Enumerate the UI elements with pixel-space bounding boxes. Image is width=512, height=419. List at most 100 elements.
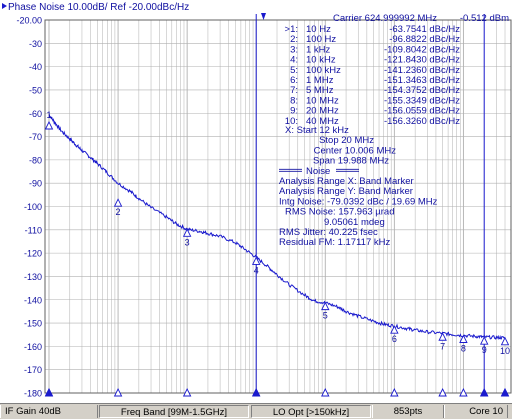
marker-row-value: -96.8822 dBc/Hz [389, 34, 460, 45]
info-line: Stop 20 MHz [319, 135, 374, 146]
marker-row-value: -141.2360 dBc/Hz [384, 65, 460, 76]
y-tick-label: -150 [24, 319, 42, 329]
marker-row-index: 2: [290, 34, 298, 45]
y-tick-label: -140 [24, 295, 42, 305]
bottom-marker [390, 387, 399, 397]
marker-row-index: 9: [290, 106, 298, 117]
trace-marker-label: 3 [185, 237, 190, 247]
marker-row-value: -156.0559 dBc/Hz [384, 106, 460, 117]
info-line: Noise [306, 166, 330, 177]
y-tick-label: -90 [29, 179, 42, 189]
info-line: 9.05061 mdeg [324, 217, 385, 228]
marker-row-index: 5: [290, 65, 298, 76]
marker-row-index: >1: [285, 24, 298, 35]
marker-row-value: -109.8042 dBc/Hz [384, 44, 460, 55]
y-tick-label: -160 [24, 342, 42, 352]
trace-marker [321, 301, 330, 311]
trace-marker-label: 2 [116, 207, 121, 217]
marker-row-frequency: 40 MHz [306, 116, 339, 127]
stop-marker-triangle [501, 388, 509, 396]
marker-row-frequency: 1 MHz [306, 75, 334, 86]
info-line: Intg Noise: -79.0392 dBc / 19.69 MHz [279, 196, 438, 207]
y-tick-label: -80 [29, 155, 42, 165]
status-core: Core 10 [444, 405, 508, 418]
status-lo-opt[interactable]: LO Opt [>150kHz] [251, 405, 371, 418]
marker-row-index: 6: [290, 75, 298, 86]
info-line: Analysis Range Y: Band Marker [279, 186, 413, 197]
band-marker-triangle [480, 388, 489, 396]
marker-row-frequency: 5 MHz [306, 85, 334, 96]
bottom-marker [459, 387, 468, 397]
info-line: Analysis Range X: Band Marker [279, 176, 414, 187]
bottom-marker [182, 387, 192, 397]
trace-marker-label: 1 [46, 110, 51, 120]
trace-marker [459, 334, 468, 343]
y-tick-label: -70 [29, 132, 42, 142]
marker-row-frequency: 100 Hz [306, 34, 336, 45]
info-line: Residual FM: 1.17117 kHz [279, 237, 390, 248]
marker-table: >1: 10 Hz -63.7541 dBc/Hz 2: 100 Hz -96.8822 … [285, 24, 461, 127]
marker-row-frequency: 20 MHz [306, 106, 339, 117]
info-line: X: Start 12 kHz [285, 125, 349, 136]
status-freq-band[interactable]: Freq Band [99M-1.5GHz] [99, 405, 249, 418]
header: Phase Noise 10.00dB/ Ref -20.00dBc/Hz Ca… [2, 2, 509, 24]
y-tick-label: -60 [29, 109, 42, 119]
bottom-marker [321, 387, 330, 397]
trace-marker [44, 120, 54, 130]
band-marker-triangle [252, 388, 261, 396]
marker-row-frequency: 1 kHz [306, 44, 331, 55]
trace-marker [479, 336, 489, 345]
info-line: RMS Jitter: 40.225 fsec [279, 227, 378, 238]
marker-row-frequency: 100 kHz [306, 65, 341, 76]
y-tick-label: -130 [24, 272, 42, 282]
y-tick-label: -30 [29, 39, 42, 49]
marker-row-value: -156.3260 dBc/Hz [384, 116, 460, 127]
trace-marker-label: 9 [482, 345, 487, 355]
phase-noise-trace [48, 114, 506, 340]
info-line: Span 19.988 MHz [313, 156, 389, 167]
marker-row-value: -121.8430 dBc/Hz [384, 55, 460, 66]
chart-title: Phase Noise 10.00dB/ Ref -20.00dBc/Hz [8, 2, 189, 13]
marker-row-index: 10: [285, 116, 298, 127]
trace-marker [390, 325, 399, 334]
info-line: RMS Noise: 157.963 µrad [285, 207, 395, 218]
y-tick-label: -120 [24, 249, 42, 259]
bottom-marker [113, 387, 123, 397]
y-tick-label: -180 [24, 389, 42, 399]
start-marker-triangle [45, 388, 53, 396]
bottom-marker [438, 387, 447, 397]
trace-marker [438, 332, 447, 341]
status-points: 853pts [372, 405, 444, 418]
marker-row-frequency: 10 Hz [306, 24, 331, 35]
trace-marker-label: 6 [392, 334, 397, 344]
y-tick-label: -50 [29, 85, 42, 95]
trace-marker [113, 198, 123, 207]
y-tick-label: -20.00 [16, 16, 42, 26]
marker-row-index: 4: [290, 55, 298, 66]
y-tick-label: -40 [29, 62, 42, 72]
marker-row-index: 8: [290, 95, 298, 106]
marker-row-value: -151.3463 dBc/Hz [384, 75, 460, 86]
trace-marker-label: 10 [500, 346, 510, 356]
carrier-frequency: Carrier 624.999992 MHz [333, 13, 437, 24]
status-if-gain[interactable]: IF Gain 40dB [0, 405, 98, 418]
plot-grid [45, 19, 511, 394]
plot-frame [44, 19, 512, 394]
marker-row-index: 3: [290, 44, 298, 55]
marker-row-index: 7: [290, 85, 298, 96]
status-bar: IF Gain 40dB Freq Band [99M-1.5GHz] LO O… [0, 403, 512, 419]
marker-row-frequency: 10 kHz [306, 55, 336, 66]
y-tick-label: -100 [24, 202, 42, 212]
marker-row-value: -154.3752 dBc/Hz [384, 85, 460, 96]
trace-active-icon [2, 3, 7, 9]
info-line: Center 10.006 MHz [314, 145, 397, 156]
trace-marker-label: 8 [461, 343, 466, 353]
trace-markers: 1 2 3 4 5 6 7 8 9 10 [44, 110, 510, 356]
bottom-marker-strip [44, 387, 510, 397]
marker-row-value: -63.7541 dBc/Hz [389, 24, 460, 35]
carrier-marker-icon [261, 13, 266, 20]
trace-marker-label: 5 [323, 311, 328, 321]
y-axis-tick-labels: -20.00 -30 -40 -50 -60 -70 -80 -90 -100 -110 -120 -… [16, 16, 42, 399]
